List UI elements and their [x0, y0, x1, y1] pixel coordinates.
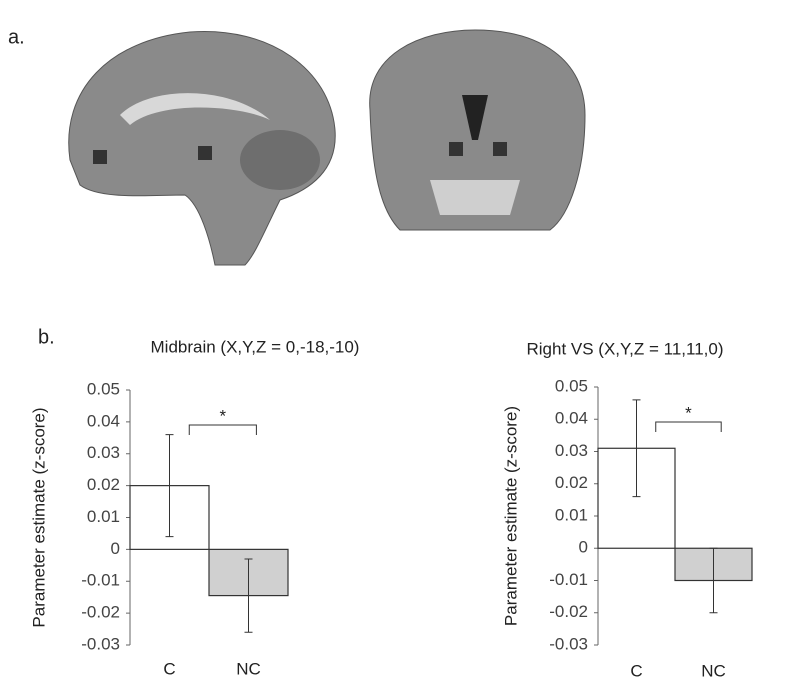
significance-bracket: [188, 424, 257, 435]
coronal-brain: [369, 29, 586, 231]
y-tick-label: 0.04: [555, 409, 588, 428]
y-tick-label: 0.05: [87, 379, 120, 398]
chart-title: Midbrain (X,Y,Z = 0,-18,-10): [151, 337, 360, 356]
sagittal-brain: [68, 30, 336, 266]
y-tick-label: 0.01: [87, 507, 120, 526]
y-tick-label: 0.05: [555, 376, 588, 395]
significance-marker: *: [220, 406, 227, 425]
bar: [597, 447, 676, 549]
y-tick-label: 0: [579, 538, 588, 557]
y-tick-label: -0.02: [549, 602, 588, 621]
y-tick-label: -0.03: [549, 634, 588, 653]
x-tick-label: C: [163, 659, 175, 678]
error-bar: [632, 399, 641, 498]
y-tick-label: -0.02: [81, 603, 120, 622]
y-tick-label: 0: [111, 539, 120, 558]
y-tick-label: -0.03: [81, 634, 120, 653]
y-tick-label: 0.04: [87, 411, 120, 430]
y-tick-label: -0.01: [81, 571, 120, 590]
y-axis-label: Parameter estimate (z-score): [29, 407, 48, 627]
chart-title: Right VS (X,Y,Z = 11,11,0): [526, 339, 723, 358]
y-tick-label: 0.02: [555, 473, 588, 492]
panel-label: a.: [8, 26, 25, 48]
significance-bracket: [655, 421, 722, 432]
error-bar: [165, 434, 174, 538]
y-tick-label: 0.01: [555, 505, 588, 524]
y-tick-label: 0.03: [555, 441, 588, 460]
y-axis-label: Parameter estimate (z-score): [501, 406, 520, 626]
x-tick-label: NC: [701, 661, 726, 680]
significance-marker: *: [685, 403, 692, 422]
y-tick-label: -0.01: [549, 570, 588, 589]
x-tick-label: NC: [236, 659, 261, 678]
y-tick-label: 0.03: [87, 443, 120, 462]
x-tick-label: C: [630, 661, 642, 680]
panel-label: b.: [38, 326, 55, 348]
y-tick-label: 0.02: [87, 475, 120, 494]
error-bar: [244, 558, 253, 633]
error-bar: [709, 547, 718, 614]
